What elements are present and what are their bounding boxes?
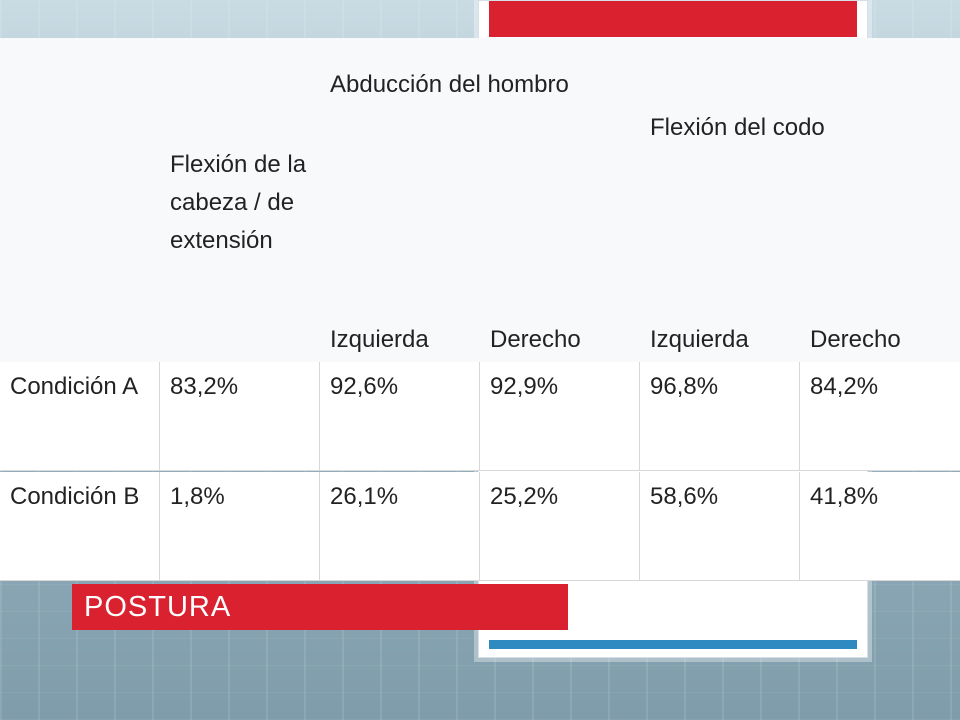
header-elbow-left: Izquierda <box>650 326 749 353</box>
value-cell: 26,1% <box>320 472 480 580</box>
header-shoulder-right: Derecho <box>490 326 581 353</box>
value-cell: 84,2% <box>810 373 879 400</box>
value-cell: 58,6% <box>640 472 800 580</box>
table-row-condition-b: Condición B 1,8% 26,1% 25,2% 58,6% 41,8% <box>0 472 960 581</box>
card-red-bar <box>489 1 857 37</box>
header-shoulder-abduction: Abducción del hombro <box>330 71 569 98</box>
value-cell: 25,2% <box>480 472 640 580</box>
value-cell: 1,8% <box>160 472 320 580</box>
value-cell: 83,2% <box>160 362 320 470</box>
postura-banner: POSTURA <box>72 584 568 630</box>
table-header: Flexión de la cabeza / de extensión Abdu… <box>0 38 960 362</box>
header-shoulder-left: Izquierda <box>330 326 429 353</box>
value-cell: 92,6% <box>320 362 480 470</box>
header-elbow-flexion: Flexión del codo <box>650 114 825 141</box>
header-elbow-right: Derecho <box>810 326 901 353</box>
table-row-condition-a: Condición A 83,2% 92,6% 92,9% 96,8% 84,2… <box>0 362 960 471</box>
value-cell: 96,8% <box>640 362 800 470</box>
row-label: Condición B <box>0 472 160 580</box>
card-blue-bar <box>489 640 857 649</box>
value-cell: 92,9% <box>480 362 640 470</box>
row-label: Condición A <box>0 362 160 470</box>
value-cell: 41,8% <box>810 483 879 510</box>
header-head-flexion: Flexión de la cabeza / de extensión <box>170 151 307 254</box>
